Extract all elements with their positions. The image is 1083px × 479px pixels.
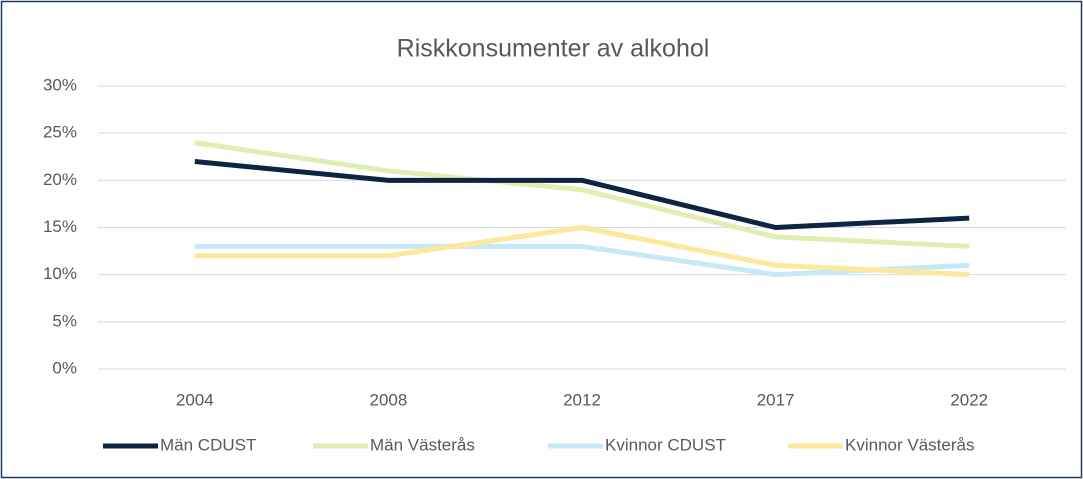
- legend-label: Kvinnor Västerås: [845, 435, 974, 454]
- y-tick-label: 0%: [52, 358, 77, 377]
- x-tick-label: 2004: [176, 390, 214, 409]
- y-tick-label: 5%: [52, 311, 77, 330]
- y-tick-label: 25%: [43, 123, 77, 142]
- x-tick-label: 2017: [757, 390, 795, 409]
- x-tick-label: 2012: [563, 390, 601, 409]
- legend-label: Män CDUST: [160, 435, 256, 454]
- x-tick-label: 2022: [950, 390, 988, 409]
- x-tick-label: 2008: [369, 390, 407, 409]
- y-tick-label: 15%: [43, 217, 77, 236]
- line-series: [194, 243, 970, 278]
- line-series: [194, 140, 970, 249]
- legend-label: Män Västerås: [370, 435, 475, 454]
- line-series: [194, 225, 970, 278]
- y-tick-label: 10%: [43, 264, 77, 283]
- line-series: [194, 158, 970, 230]
- y-tick-label: 20%: [43, 170, 77, 189]
- chart-title: Riskkonsumenter av alkohol: [397, 35, 710, 63]
- legend-label: Kvinnor CDUST: [605, 435, 726, 454]
- y-tick-label: 30%: [43, 75, 77, 94]
